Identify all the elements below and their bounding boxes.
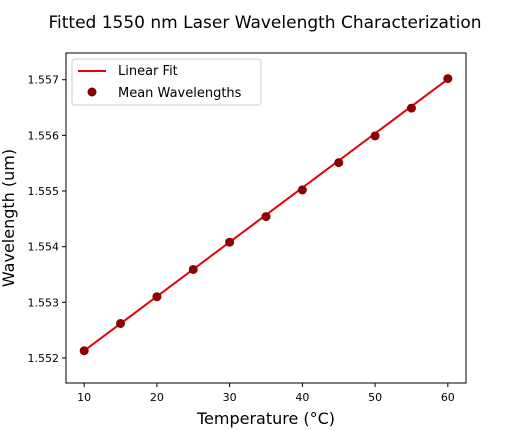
data-point	[152, 292, 162, 302]
data-point	[406, 103, 416, 113]
y-tick-label: 1.553	[28, 296, 60, 309]
y-tick-label: 1.554	[28, 241, 60, 254]
data-point	[116, 318, 126, 328]
x-tick-label: 60	[441, 391, 455, 404]
y-tick-label: 1.552	[28, 352, 60, 365]
data-point	[443, 74, 453, 84]
y-tick-label: 1.557	[28, 74, 60, 87]
x-axis-ticks: 10 20 30 40 50 60	[77, 383, 455, 404]
data-point	[188, 264, 198, 274]
legend-label-linear-fit: Linear Fit	[118, 64, 178, 79]
legend-box	[71, 58, 262, 106]
data-point	[297, 185, 307, 195]
data-point	[261, 212, 271, 222]
y-tick-label: 1.556	[28, 129, 60, 142]
y-axis-ticks: 1.552 1.553 1.554 1.555 1.556 1.557	[28, 74, 66, 365]
data-point	[225, 237, 235, 247]
data-point	[334, 158, 344, 168]
legend-point-marker	[87, 87, 97, 97]
data-point	[79, 346, 89, 356]
series-layer	[79, 74, 453, 356]
y-axis-label: Wavelength (um)	[0, 149, 18, 287]
data-point	[370, 131, 380, 141]
x-axis-label: Temperature (°C)	[196, 409, 335, 428]
x-tick-label: 40	[295, 391, 309, 404]
x-tick-label: 20	[150, 391, 164, 404]
x-tick-label: 50	[368, 391, 382, 404]
x-tick-label: 30	[223, 391, 237, 404]
x-tick-label: 10	[77, 391, 91, 404]
legend: Linear Fit Mean Wavelengths	[71, 58, 262, 106]
chart-title: Fitted 1550 nm Laser Wavelength Characte…	[48, 13, 481, 33]
y-tick-label: 1.555	[28, 185, 60, 198]
plot-area	[65, 52, 467, 384]
legend-label-mean-wavelengths: Mean Wavelengths	[118, 86, 242, 101]
plot-frame	[65, 52, 467, 384]
